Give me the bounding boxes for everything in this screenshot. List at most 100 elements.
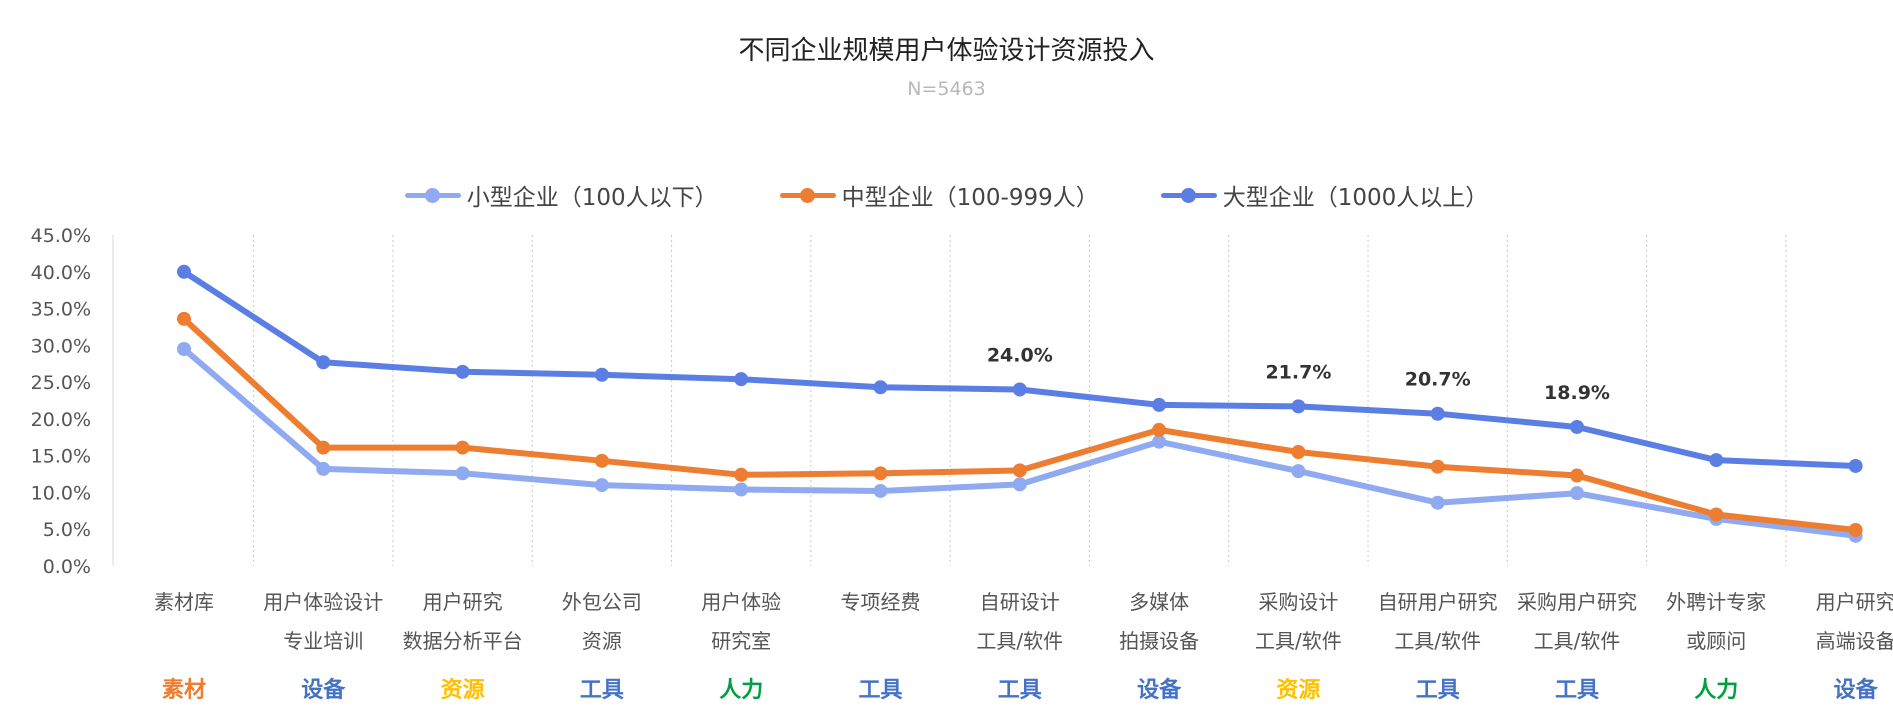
data-label: 24.0% <box>987 344 1053 366</box>
chart-subtitle: N=5463 <box>907 78 986 100</box>
category-tag: 工具 <box>1416 678 1460 703</box>
y-tick-label: 30.0% <box>31 335 91 357</box>
data-point <box>455 466 470 481</box>
data-point <box>594 478 609 493</box>
x-tick-label: 高端设备 <box>1816 629 1893 653</box>
category-tag: 人力 <box>1694 678 1738 703</box>
data-point <box>1152 434 1167 449</box>
category-tag: 设备 <box>1137 677 1182 703</box>
data-point <box>1012 463 1027 478</box>
data-point <box>1570 468 1584 483</box>
x-tick-label: 采购用户研究 <box>1517 590 1637 614</box>
data-point <box>455 440 470 455</box>
x-tick-label: 用户研究 <box>1816 590 1893 614</box>
legend-item-medium[interactable]: 中型企业（100-999人） <box>779 178 1099 212</box>
data-point <box>316 440 331 455</box>
x-tick-label: 多媒体 <box>1129 590 1189 614</box>
data-point <box>177 342 191 357</box>
legend-item-small[interactable]: 小型企业（100人以下） <box>404 178 718 212</box>
x-tick-label: 素材库 <box>154 590 214 614</box>
legend-swatch-large <box>1160 188 1217 203</box>
data-point <box>1709 453 1724 468</box>
data-point <box>1012 382 1027 397</box>
data-label: 18.9% <box>1544 382 1610 404</box>
legend-swatch-medium <box>779 188 836 203</box>
y-tick-label: 45.0% <box>31 225 91 247</box>
data-point <box>734 482 749 497</box>
data-point <box>873 483 888 498</box>
x-tick-label: 用户体验设计 <box>263 590 383 614</box>
data-point <box>1570 419 1584 434</box>
category-tag: 资源 <box>1276 678 1320 703</box>
data-point <box>734 467 749 482</box>
x-tick-label: 用户研究 <box>423 590 503 614</box>
x-tick-label: 专业培训 <box>283 629 363 653</box>
legend-label-medium: 中型企业（100-999人） <box>841 185 1099 211</box>
category-tag: 工具 <box>858 678 902 703</box>
data-point <box>1430 406 1445 421</box>
x-tick-label: 外聘计专家 <box>1666 590 1766 614</box>
x-tick-label: 专项经费 <box>841 590 921 614</box>
category-tag: 人力 <box>719 678 763 703</box>
x-tick-label: 工具/软件 <box>976 629 1063 653</box>
series-line <box>181 268 1859 469</box>
data-point <box>1152 422 1167 437</box>
y-tick-label: 35.0% <box>31 299 91 321</box>
x-tick-label: 自研用户研究 <box>1378 590 1498 614</box>
category-tag: 工具 <box>580 678 624 703</box>
data-point <box>177 264 191 279</box>
x-tick-label: 或顾问 <box>1686 629 1746 653</box>
data-point <box>177 311 191 326</box>
category-tag: 设备 <box>301 677 346 703</box>
data-point <box>734 372 749 387</box>
series-line <box>181 346 1859 539</box>
data-point <box>1291 444 1306 459</box>
data-point <box>1152 397 1167 412</box>
data-point <box>1012 477 1027 492</box>
x-tick-label: 采购设计 <box>1258 590 1338 614</box>
chart-title: 不同企业规模用户体验设计资源投入 <box>738 36 1155 66</box>
y-tick-label: 25.0% <box>31 372 91 394</box>
data-point <box>594 367 609 382</box>
x-tick-label: 外包公司 <box>562 590 642 614</box>
data-point <box>1291 464 1306 479</box>
data-point <box>1570 486 1584 501</box>
data-label: 20.7% <box>1405 369 1471 391</box>
legend-label-large: 大型企业（1000人以上） <box>1222 185 1489 211</box>
data-point <box>1709 507 1724 522</box>
x-tick-label: 用户体验 <box>701 590 781 614</box>
y-tick-label: 5.0% <box>43 519 91 541</box>
x-tick-label: 资源 <box>582 629 622 653</box>
data-label: 21.7% <box>1265 361 1331 383</box>
data-point <box>1430 495 1445 510</box>
y-tick-label: 10.0% <box>31 482 91 504</box>
x-tick-label: 拍摄设备 <box>1119 629 1199 653</box>
x-tick-label: 工具/软件 <box>1255 629 1342 653</box>
x-tick-label: 工具/软件 <box>1534 629 1621 653</box>
data-point <box>873 466 888 481</box>
legend-label-small: 小型企业（100人以下） <box>466 185 718 211</box>
data-point <box>1291 399 1306 414</box>
legend-swatch-small <box>404 188 461 203</box>
category-tag: 工具 <box>1555 678 1599 703</box>
data-point <box>316 461 331 476</box>
x-tick-label: 数据分析平台 <box>403 629 523 653</box>
category-tag: 设备 <box>1834 677 1879 703</box>
data-point <box>873 380 888 395</box>
data-point <box>1430 459 1445 474</box>
y-tick-label: 40.0% <box>31 262 91 284</box>
data-point <box>594 453 609 468</box>
data-point <box>455 364 470 379</box>
y-tick-label: 15.0% <box>31 446 91 468</box>
legend: 小型企业（100人以下） 中型企业（100-999人） 大型企业（1000人以上… <box>0 178 1893 212</box>
data-point <box>1848 522 1863 537</box>
category-tag: 工具 <box>998 678 1042 703</box>
category-tag: 素材 <box>162 677 206 703</box>
y-tick-label: 20.0% <box>31 409 91 431</box>
y-tick-label: 0.0% <box>43 556 91 578</box>
legend-item-large[interactable]: 大型企业（1000人以上） <box>1160 178 1489 212</box>
category-tag: 资源 <box>441 678 485 703</box>
x-tick-label: 自研设计 <box>980 590 1060 614</box>
